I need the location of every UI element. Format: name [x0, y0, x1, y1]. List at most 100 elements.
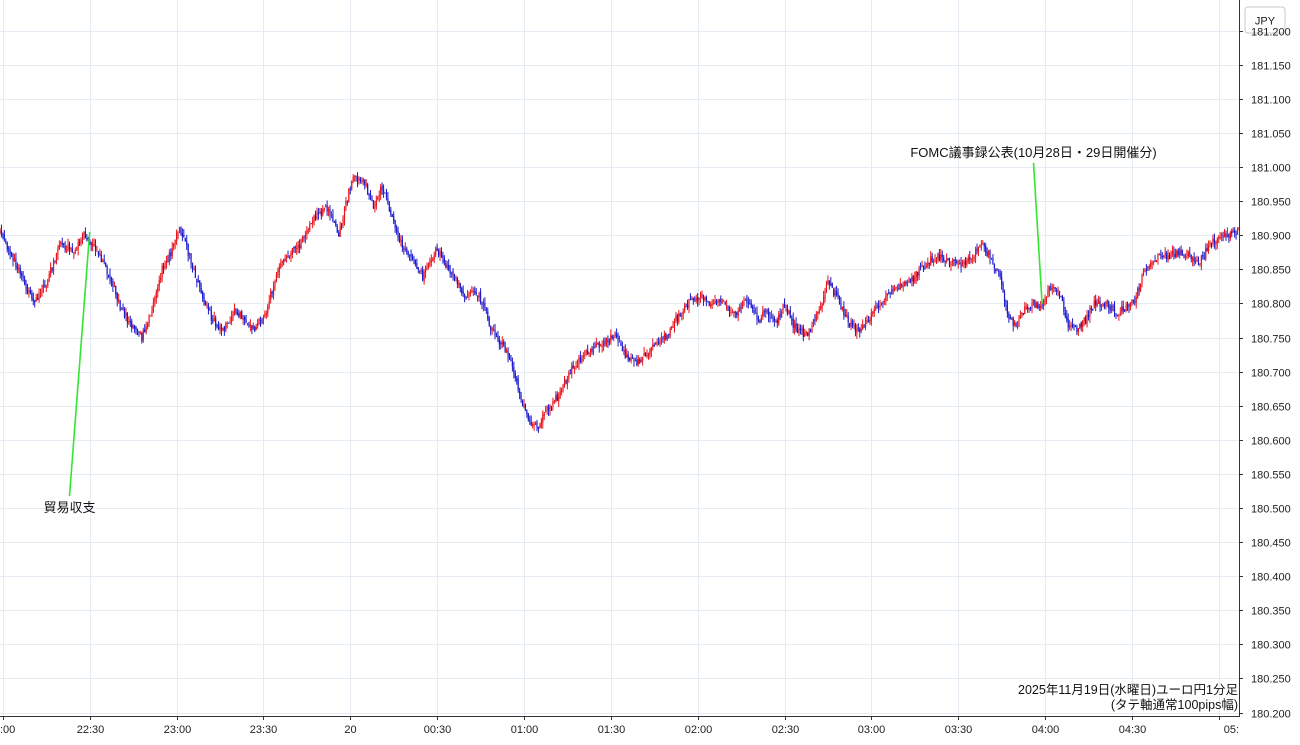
candle-body [1148, 266, 1150, 269]
candle-body [267, 305, 269, 314]
candle-body [310, 223, 312, 225]
candle-body [891, 289, 893, 295]
candle-body [1210, 243, 1213, 245]
candle-body [547, 405, 550, 411]
candle-body [534, 421, 537, 425]
candle-body [426, 266, 428, 269]
candle-body [29, 290, 31, 294]
candle-body [1006, 305, 1009, 314]
candle-body [149, 315, 152, 317]
candle-body [126, 312, 128, 323]
candle-body [650, 347, 652, 352]
candle-body [514, 372, 516, 378]
candle-body [118, 299, 120, 301]
candle-body [297, 245, 299, 249]
candle-body [781, 311, 783, 318]
candle-body [382, 189, 385, 193]
candle-body [160, 277, 162, 280]
candle-body [416, 263, 418, 269]
candle-body [882, 302, 884, 304]
candle-body [977, 247, 980, 252]
candle-body [1035, 302, 1037, 308]
candle-body [736, 312, 738, 315]
candle-body [316, 212, 318, 219]
candle-body [217, 326, 220, 330]
candle-body [837, 293, 839, 297]
candle-body [471, 290, 473, 292]
candle-body [175, 232, 178, 241]
candle-body [639, 359, 641, 363]
candle-body [623, 350, 625, 352]
candle-body [1208, 246, 1210, 251]
candle-body [32, 297, 34, 301]
candle-body [574, 368, 576, 370]
candle-body [682, 311, 684, 315]
candle-body [151, 311, 153, 316]
y-tick-label: 181.000 [1251, 163, 1291, 175]
candle-body [131, 320, 133, 328]
candle-body [1226, 233, 1229, 238]
annotation-label: 貿易収支 [43, 500, 95, 515]
x-tick-label: 02:30 [772, 724, 800, 736]
candle-body [956, 261, 958, 263]
candle-body [763, 311, 765, 313]
candle-body [12, 254, 14, 261]
candle-body [406, 248, 408, 252]
candle-body [943, 257, 945, 261]
candle-body [1187, 251, 1189, 257]
candle-body [1096, 302, 1098, 307]
candle-body [982, 243, 984, 245]
candle-body [6, 242, 8, 250]
candle-body [442, 255, 444, 258]
candle-body [762, 311, 764, 317]
candle-body [235, 308, 237, 313]
candle-body [796, 329, 799, 333]
candle-body [695, 297, 697, 301]
candle-body [272, 286, 275, 295]
candle-body [281, 261, 283, 263]
candle-body [239, 311, 241, 318]
candle-body [396, 228, 398, 232]
annotation-line [68, 231, 91, 497]
candle-body [97, 251, 100, 255]
candle-body [591, 348, 593, 353]
candle-body [568, 373, 570, 379]
candle-body [1160, 253, 1162, 256]
x-tick-label: 05: [1224, 724, 1239, 736]
candle-body [228, 322, 230, 324]
y-tick-label: 180.600 [1251, 436, 1291, 448]
candle-body [990, 258, 993, 260]
candle-body [1189, 252, 1191, 255]
candle-body [128, 321, 130, 323]
candle-body [924, 267, 926, 269]
candle-body [1197, 260, 1200, 266]
candle-body [665, 333, 667, 340]
candle-body [691, 298, 693, 300]
candle-body [8, 248, 10, 250]
candle-body [443, 258, 445, 263]
candle-body [449, 270, 451, 274]
candle-body [704, 297, 706, 300]
candle-body [183, 235, 185, 238]
candle-body [93, 244, 95, 246]
candle-body [1003, 292, 1006, 302]
candle-body [767, 310, 770, 317]
candle-body [138, 331, 140, 334]
candle-body [196, 279, 198, 282]
candle-body [495, 336, 498, 338]
candle-body [174, 239, 176, 244]
candle-body [300, 240, 302, 249]
candle-body [254, 326, 256, 332]
candle-body [112, 281, 114, 287]
candle-body [283, 260, 285, 262]
candle-body [288, 256, 291, 258]
y-tick-label: 181.150 [1251, 61, 1291, 73]
candle-body [743, 300, 745, 302]
candle-body [721, 301, 723, 304]
candle-body [1176, 250, 1178, 257]
candle-body [1181, 254, 1184, 256]
candle-body [723, 300, 725, 302]
candle-body [1048, 286, 1050, 291]
candle-body [919, 266, 922, 268]
candle-body [1063, 300, 1065, 312]
